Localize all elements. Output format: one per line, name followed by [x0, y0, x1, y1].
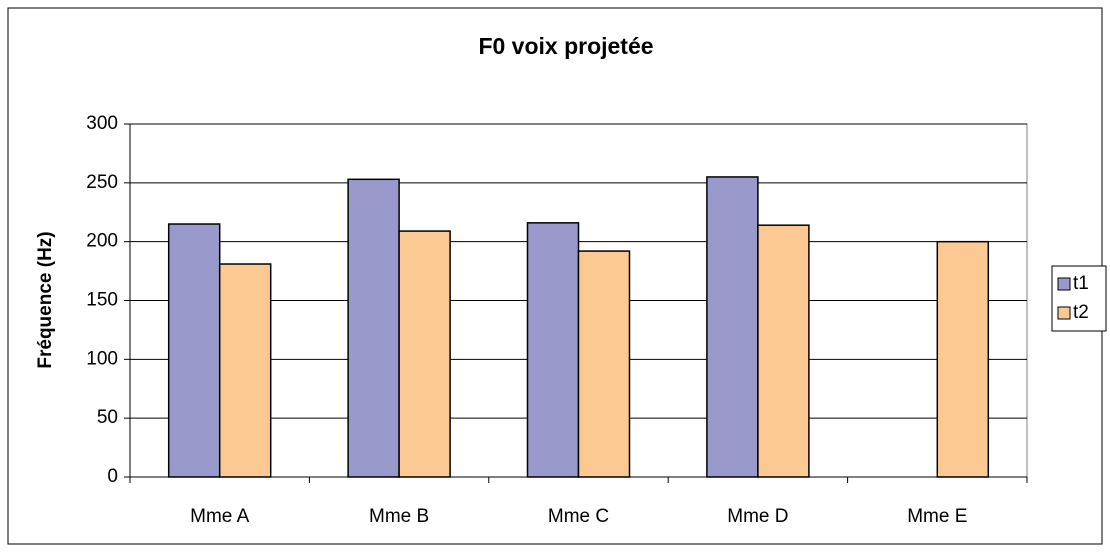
bar — [577, 250, 631, 478]
bar — [218, 263, 272, 478]
y-tick-label: 300 — [86, 113, 118, 134]
bar — [398, 230, 451, 478]
y-tick-label: 100 — [86, 348, 118, 369]
legend-box — [1051, 265, 1107, 332]
y-tick-label: 200 — [86, 231, 118, 252]
bar — [706, 176, 759, 478]
legend-label: t1 — [1073, 273, 1089, 294]
x-tick-label: Mme E — [907, 506, 967, 527]
legend-swatch — [1057, 277, 1071, 291]
y-axis-label: Fréquence (Hz) — [35, 231, 56, 368]
x-tick-label: Mme C — [548, 506, 609, 527]
y-tick-label: 50 — [97, 407, 118, 428]
y-tick-label: 150 — [86, 290, 118, 311]
bar — [936, 240, 990, 478]
legend-label: t2 — [1073, 302, 1089, 323]
x-tick-label: Mme D — [727, 506, 788, 527]
legend-swatch — [1057, 306, 1071, 320]
y-tick-label: 0 — [107, 466, 118, 487]
chart-title: F0 voix projetée — [478, 33, 653, 59]
bar — [167, 223, 221, 478]
x-tick-label: Mme B — [369, 506, 429, 527]
bar — [347, 178, 400, 478]
x-tick-label: Mme A — [190, 506, 249, 527]
y-tick-label: 250 — [86, 172, 118, 193]
bar — [757, 224, 810, 478]
bar — [526, 222, 580, 478]
